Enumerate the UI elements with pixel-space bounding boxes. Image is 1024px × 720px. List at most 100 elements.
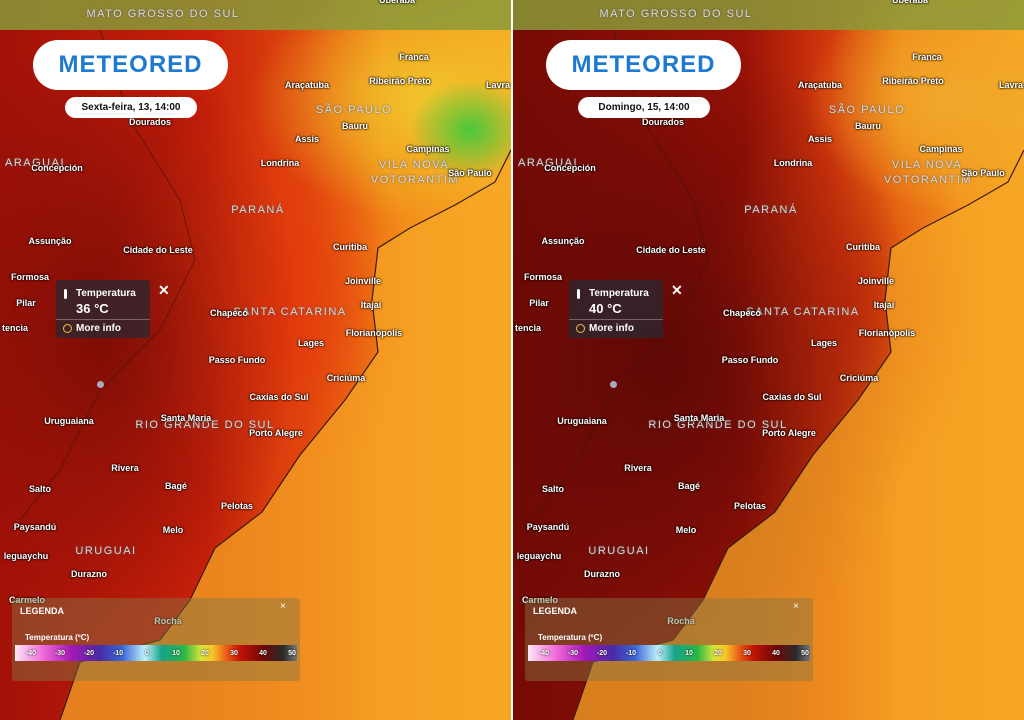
- popup-value: 40 °C: [589, 301, 622, 316]
- legend-tick: -40: [25, 650, 37, 657]
- more-info-link[interactable]: More info: [589, 323, 634, 334]
- legend-tick: 40: [259, 650, 267, 657]
- place-label: Londrina: [260, 158, 300, 168]
- ocean: [60, 150, 511, 720]
- separator: [56, 319, 150, 320]
- place-label: Assis: [294, 134, 320, 144]
- place-label: Passo Fundo: [208, 355, 266, 365]
- place-label: Formosa: [523, 272, 563, 282]
- region-label: RIO GRANDE DO SUL: [135, 419, 275, 431]
- legend-subtitle: Temperatura (ºC): [538, 633, 603, 642]
- place-label: tencia: [1, 323, 29, 333]
- legend-tick: 40: [772, 650, 780, 657]
- place-label: Uberaba: [891, 0, 929, 5]
- map-panel: MATO GROSSO DO SUL SÃO PAULO ARAGUAI VILA N…: [513, 0, 1024, 720]
- place-label: leguaychu: [3, 551, 49, 561]
- place-label: Uberaba: [378, 0, 416, 5]
- legend-tick: -30: [567, 650, 579, 657]
- place-label: São Paulo: [961, 168, 1005, 178]
- place-label: Uruguaiana: [44, 416, 94, 426]
- separator: [569, 319, 663, 320]
- place-label: Salto: [541, 484, 565, 494]
- place-label: Florianópolis: [858, 328, 916, 338]
- date-pill: Sexta-feira, 13, 14:00: [65, 97, 197, 118]
- place-label: Bauru: [854, 121, 882, 131]
- region-label: PARANÁ: [744, 204, 798, 216]
- logo: METEORED: [546, 40, 741, 90]
- place-label: Pelotas: [220, 501, 254, 511]
- place-label: Durazno: [71, 569, 107, 579]
- place-label: Assunção: [28, 236, 72, 246]
- region-label: VOTORANTIM: [883, 174, 973, 186]
- place-label: Franca: [912, 52, 942, 62]
- place-label: Criciúma: [326, 373, 366, 383]
- place-label: Lavra: [998, 80, 1024, 90]
- place-label: Santa Maria: [160, 413, 212, 423]
- close-button[interactable]: ✕: [671, 282, 683, 298]
- region-label: VILA NOVA: [891, 159, 963, 171]
- legend-tick: 0: [658, 650, 662, 657]
- legend-tick: -20: [83, 650, 95, 657]
- place-label: Carmelo: [8, 595, 46, 605]
- place-label: Cidade do Leste: [123, 245, 193, 255]
- location-dot[interactable]: [610, 381, 617, 388]
- thermometer-icon: [64, 289, 67, 299]
- place-label: Campinas: [406, 144, 450, 154]
- place-label: Rocha: [667, 616, 695, 626]
- place-label: Araçatuba: [284, 80, 330, 90]
- region-label: ARAGUAI: [4, 157, 66, 169]
- place-label: Curitiba: [332, 242, 368, 252]
- close-button[interactable]: ✕: [158, 282, 170, 298]
- logo: METEORED: [33, 40, 228, 90]
- region-label: ARAGUAI: [517, 157, 579, 169]
- place-label: Criciúma: [839, 373, 879, 383]
- legend-subtitle: Temperatura (ºC): [25, 633, 90, 642]
- date-pill: Domingo, 15, 14:00: [578, 97, 710, 118]
- place-label: Caxias do Sul: [249, 392, 309, 402]
- region-label: SÃO PAULO: [315, 104, 393, 116]
- legend-title: LEGENDA: [533, 606, 578, 616]
- place-label: Salto: [28, 484, 52, 494]
- legend-close[interactable]: ×: [280, 601, 286, 612]
- place-label: Melo: [162, 525, 184, 535]
- legend: LEGENDA × Temperatura (ºC) -40 -30 -20 -10 0 10 2…: [12, 598, 300, 681]
- place-label: Rocha: [154, 616, 182, 626]
- more-info-link[interactable]: More info: [76, 323, 121, 334]
- legend-tick: 50: [288, 650, 296, 657]
- place-label: Uruguaiana: [557, 416, 607, 426]
- legend: LEGENDA × Temperatura (ºC) -40 -30 -20 -10 0 10 2…: [525, 598, 813, 681]
- place-label: Itajaí: [360, 300, 382, 310]
- region-label: MATO GROSSO DO SUL: [599, 8, 753, 20]
- place-label: Porto Alegre: [762, 428, 816, 438]
- place-label: Porto Alegre: [249, 428, 303, 438]
- place-label: Santa Maria: [673, 413, 725, 423]
- place-label: Ribeirão Preto: [369, 76, 431, 86]
- place-label: leguaychu: [516, 551, 562, 561]
- coastline: [19, 29, 511, 720]
- coast-line: [572, 149, 1024, 720]
- region-label: MATO GROSSO DO SUL: [86, 8, 240, 20]
- place-label: Cidade do Leste: [636, 245, 706, 255]
- legend-close[interactable]: ×: [793, 601, 799, 612]
- border-line: [532, 29, 709, 521]
- place-label: Carmelo: [521, 595, 559, 605]
- region-label: SÃO PAULO: [828, 104, 906, 116]
- legend-tick: -20: [596, 650, 608, 657]
- ocean: [573, 150, 1024, 720]
- place-label: Pelotas: [733, 501, 767, 511]
- color-bar: [528, 645, 810, 661]
- info-icon: [63, 324, 72, 333]
- region-label: VILA NOVA: [378, 159, 450, 171]
- place-label: Londrina: [773, 158, 813, 168]
- region-label: URUGUAI: [588, 545, 650, 557]
- region-label: SANTA CATARINA: [746, 306, 860, 318]
- legend-tick: -40: [538, 650, 550, 657]
- place-label: Bagé: [677, 481, 701, 491]
- place-label: Itajaí: [873, 300, 895, 310]
- location-dot[interactable]: [97, 381, 104, 388]
- place-label: Concepción: [544, 163, 596, 173]
- popup: Temperatura 36 °C More info: [56, 280, 150, 338]
- legend-tick: 10: [685, 650, 693, 657]
- outer-region: [513, 0, 1024, 30]
- place-label: Dourados: [641, 117, 685, 127]
